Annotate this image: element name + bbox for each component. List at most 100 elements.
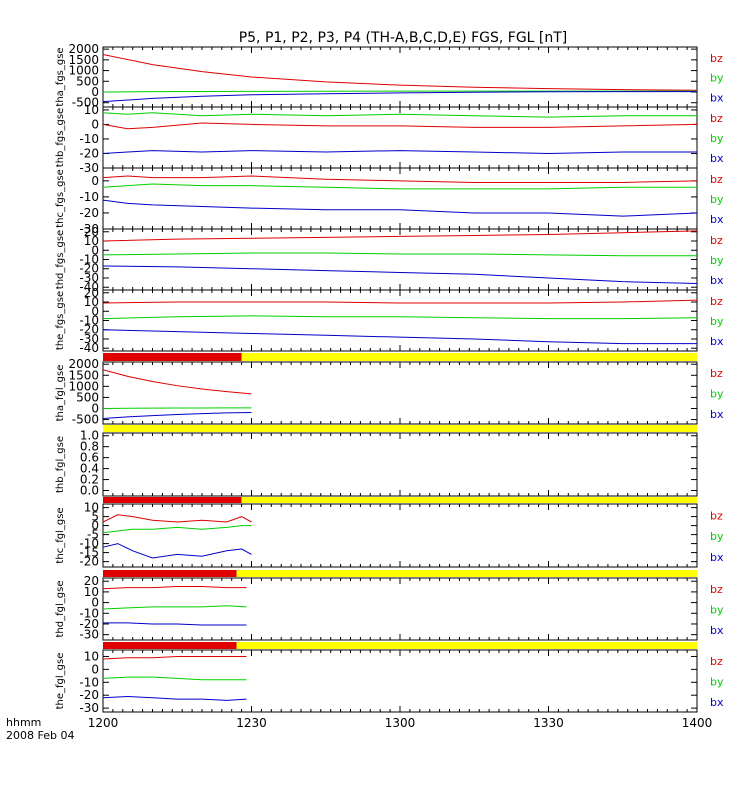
panel-5	[103, 353, 697, 361]
panel-8: 1.00.80.60.40.20.0 thb_fgl_gse	[55, 429, 698, 498]
y-tick-label: 10	[84, 234, 99, 248]
y-tick-label: 0	[91, 662, 99, 676]
y-tick-label: -20	[79, 555, 99, 569]
series-line-bz	[102, 655, 247, 660]
series-line-by	[102, 112, 697, 118]
legend-bx: bx	[710, 213, 724, 226]
y-tick-label: 1000	[68, 379, 99, 393]
y-tick-label: 0	[91, 117, 99, 131]
y-tick-label: 0	[91, 596, 99, 610]
panel-frame	[102, 649, 698, 713]
x-tick-label: 1400	[682, 716, 713, 730]
x-tick-label: 1200	[88, 716, 119, 730]
bar-strip-segment	[241, 353, 697, 361]
series-line-bz	[102, 299, 698, 304]
panel-frame	[102, 503, 698, 568]
y-tick-label: -500	[72, 413, 99, 427]
y-tick-label: 1.0	[80, 429, 99, 443]
y-tick-label: 1500	[68, 53, 99, 67]
y-tick-label: 0	[91, 402, 99, 416]
y-axis-label: thb_fgl_gse	[55, 436, 66, 493]
y-tick-label: -20	[79, 206, 99, 220]
y-tick-label: -10	[79, 675, 99, 689]
y-tick-label: -10	[79, 253, 99, 267]
y-axis-label: tha_fgl_gse	[55, 365, 66, 422]
series-line-bx	[102, 199, 698, 217]
chart-title: P5, P1, P2, P3, P4 (TH-A,B,C,D,E) FGS, F…	[239, 30, 568, 46]
y-tick-label: 1000	[68, 64, 99, 78]
y-tick-label: 10	[84, 649, 99, 663]
series-line-bz	[102, 230, 698, 242]
y-tick-label: 0	[91, 174, 99, 188]
y-tick-label: 5	[91, 510, 99, 524]
y-tick-label: 0.8	[80, 440, 99, 454]
series-line-by	[102, 315, 698, 320]
y-tick-label: 500	[76, 74, 99, 88]
bar-strip-segment	[103, 642, 237, 649]
series-line-bz	[102, 122, 698, 130]
legend-by: by	[710, 132, 724, 145]
y-tick-label: -40	[79, 341, 99, 355]
y-tick-label: -20	[79, 688, 99, 702]
y-tick-label: -30	[79, 271, 99, 285]
y-tick-label: 0	[91, 85, 99, 99]
y-tick-label: 1500	[68, 368, 99, 382]
series-line-bz	[102, 586, 247, 590]
legend-by: by	[710, 388, 724, 401]
panel-frame	[102, 46, 698, 108]
series-line-by	[102, 407, 252, 409]
legend-bz: bz	[710, 173, 723, 186]
bar-strip-segment	[103, 497, 242, 503]
series-line-by	[102, 676, 247, 681]
series-line-bx	[102, 695, 247, 701]
y-tick-label: -30	[79, 628, 99, 642]
legend-by: by	[710, 530, 724, 543]
bar-strip-segment	[236, 642, 697, 649]
bar-strip-segment	[236, 570, 697, 577]
series-line-bx	[102, 329, 697, 345]
series-line-bx	[102, 543, 252, 559]
y-axis-label: the_fgl_gse	[55, 653, 66, 710]
legend-bx: bx	[710, 152, 724, 165]
series-line-bx	[102, 411, 252, 419]
y-tick-label: 0.0	[80, 484, 99, 498]
y-axis-label: thd_fgl_gse	[55, 581, 66, 638]
y-tick-label: 500	[76, 390, 99, 404]
y-tick-label: -10	[79, 537, 99, 551]
y-tick-label: 0	[91, 243, 99, 257]
y-tick-label: 0	[91, 304, 99, 318]
panel-14: 100-10-20-30 the_fgl_gse bz by bx	[55, 649, 724, 715]
y-tick-label: 0.4	[80, 462, 99, 476]
y-tick-label: -5	[87, 528, 99, 542]
legend-bx: bx	[710, 408, 724, 421]
series-line-bz	[102, 369, 252, 395]
x-tick-label: 1300	[385, 716, 416, 730]
panel-7	[103, 425, 697, 432]
panel-1: 100-10-20-30 thb_fgs_gse bz by bx	[55, 103, 724, 175]
y-tick-label: 20	[84, 225, 99, 239]
legend-by: by	[710, 72, 724, 85]
series-line-by	[102, 605, 247, 610]
y-tick-label: -15	[79, 546, 99, 560]
legend-bx: bx	[710, 91, 724, 104]
y-tick-label: -40	[79, 280, 99, 294]
y-tick-label: -30	[79, 332, 99, 346]
legend-bx: bx	[710, 551, 724, 564]
series-line-bz	[102, 175, 698, 183]
legend-by: by	[710, 604, 724, 617]
y-axis-label: thc_fgl_gse	[55, 507, 66, 563]
y-tick-label: -20	[79, 617, 99, 631]
y-tick-label: 2000	[68, 42, 99, 56]
panel-frame	[102, 361, 698, 425]
legend-bx: bx	[710, 624, 724, 637]
panel-11	[103, 570, 697, 577]
legend-bz: bz	[710, 52, 723, 65]
series-line-bz	[102, 54, 698, 91]
y-tick-label: 0.6	[80, 451, 99, 465]
y-tick-label: 20	[84, 574, 99, 588]
y-tick-label: 2000	[68, 357, 99, 371]
